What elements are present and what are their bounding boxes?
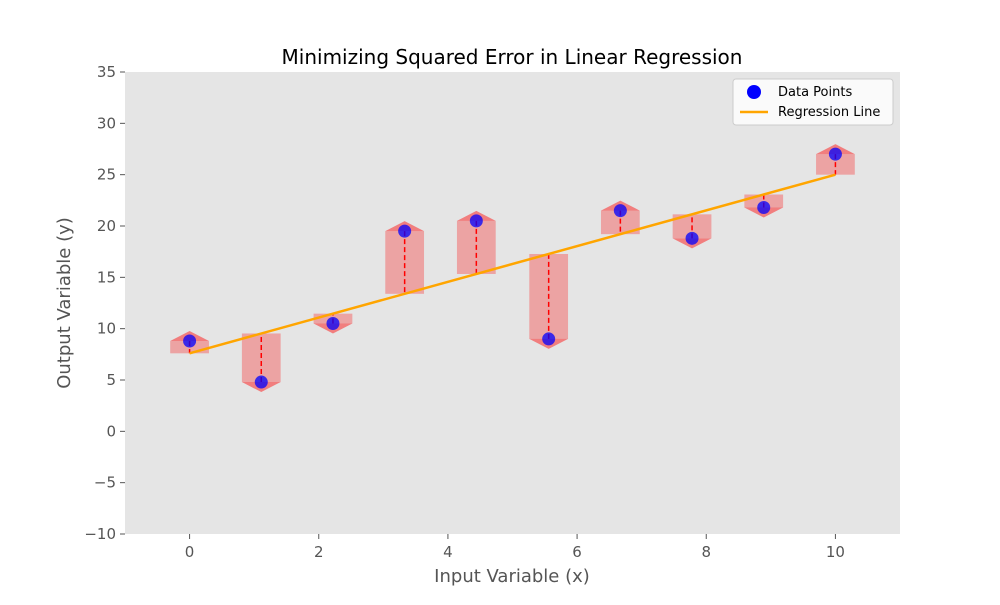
data-point — [469, 214, 483, 228]
data-point — [326, 317, 340, 331]
data-point — [613, 204, 627, 218]
legend-box — [732, 78, 894, 126]
x-tick-label: 0 — [185, 543, 195, 561]
y-tick-label: 10 — [97, 320, 116, 338]
data-point — [757, 201, 771, 215]
data-point — [254, 375, 268, 389]
data-point — [542, 332, 556, 346]
data-point — [183, 334, 197, 348]
residual-layer — [170, 144, 855, 393]
x-tick-label: 2 — [314, 543, 324, 561]
data-point-layer — [183, 147, 842, 389]
x-tick-label: 8 — [701, 543, 711, 561]
y-tick-label: −10 — [84, 525, 116, 543]
y-axis-label: Output Variable (y) — [54, 217, 75, 389]
y-tick-label: −5 — [94, 474, 116, 492]
legend-marker-data-points — [747, 85, 761, 99]
x-axis-label: Input Variable (x) — [434, 566, 590, 587]
x-tick-label: 6 — [572, 543, 582, 561]
plot-background — [125, 72, 900, 534]
x-tick-label: 10 — [826, 543, 845, 561]
axis-layer: 0 2 4 6 8 10 −10 −5 0 5 10 15 20 25 30 35 — [84, 63, 845, 561]
regression-line — [189, 173, 836, 355]
y-tick-label: 15 — [97, 268, 116, 286]
y-tick-label: 5 — [106, 371, 116, 389]
legend: Data Points Regression Line — [732, 78, 894, 126]
regression-line-layer — [189, 173, 836, 355]
data-point — [685, 231, 699, 245]
y-tick-label: 35 — [97, 63, 116, 81]
y-tick-label: 25 — [97, 166, 116, 184]
legend-label-regression-line: Regression Line — [778, 105, 880, 120]
y-tick-label: 0 — [106, 422, 116, 440]
data-point — [828, 147, 842, 161]
x-tick-label: 4 — [443, 543, 453, 561]
y-tick-label: 20 — [97, 217, 116, 235]
y-tick-label: 30 — [97, 114, 116, 132]
legend-label-data-points: Data Points — [778, 85, 852, 100]
data-point — [398, 224, 412, 238]
chart-title: Minimizing Squared Error in Linear Regre… — [282, 45, 743, 69]
